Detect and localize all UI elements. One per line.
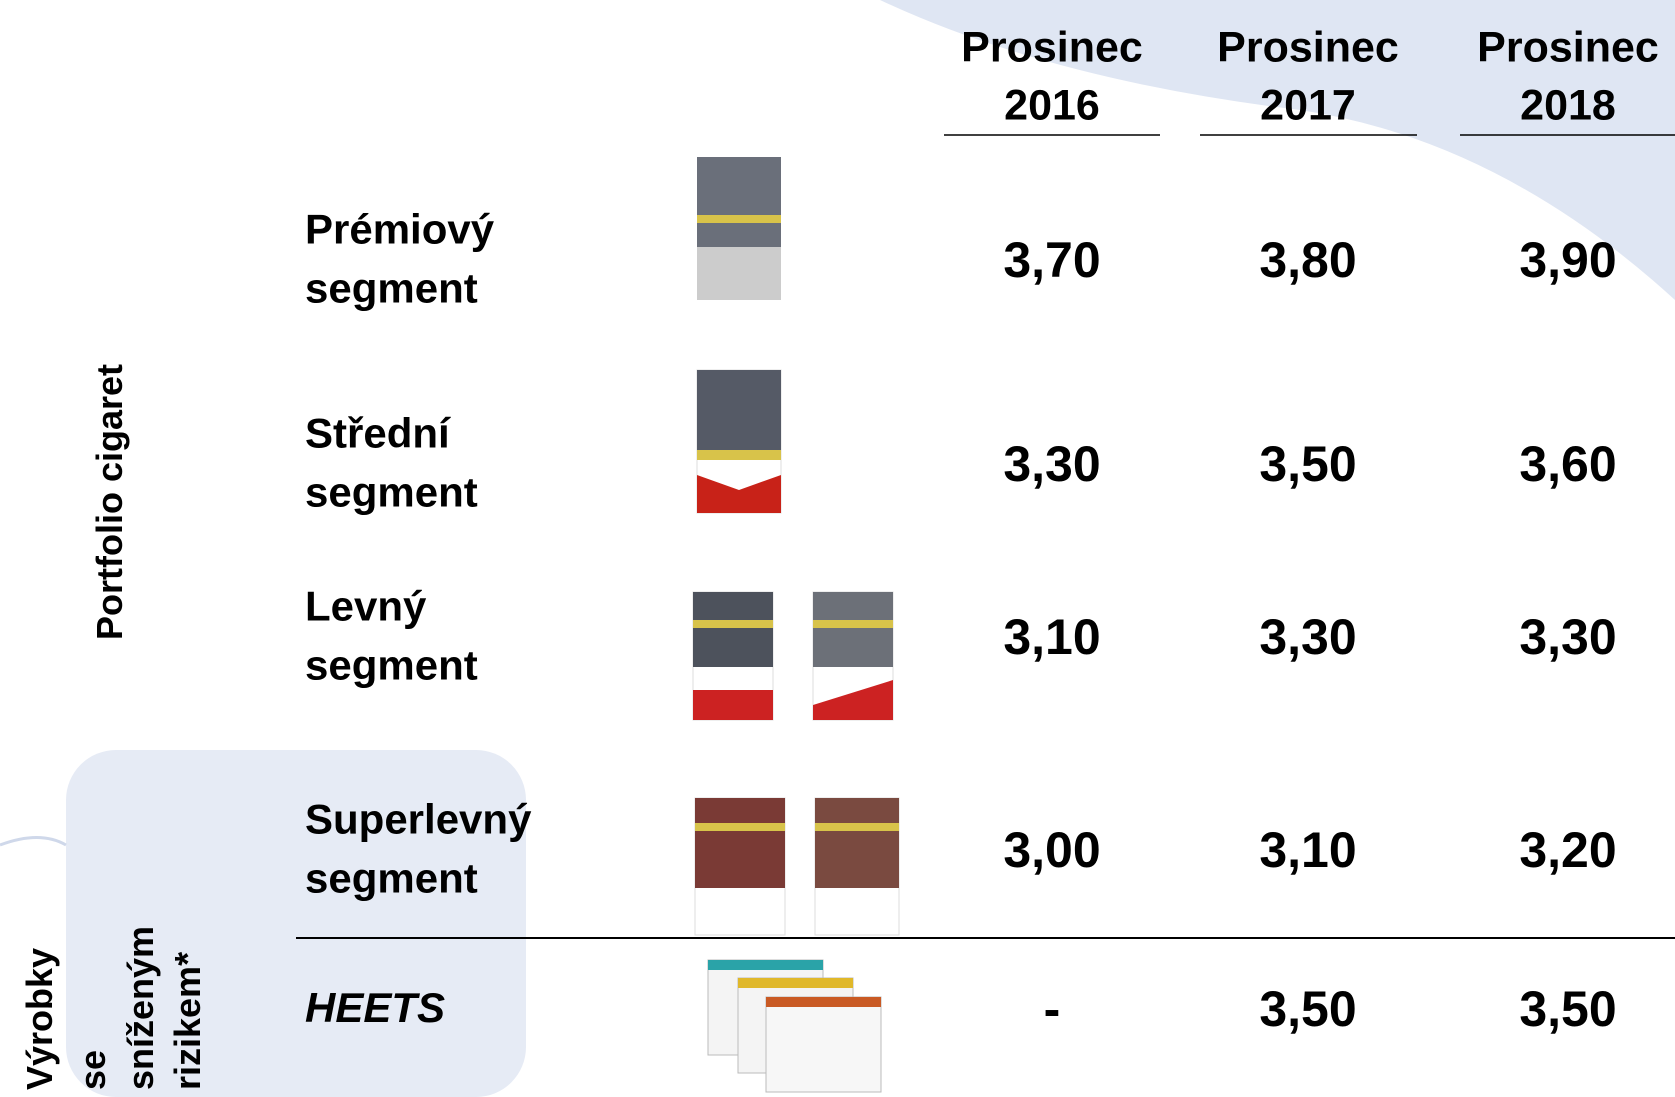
row-label: segment — [305, 469, 478, 516]
cell-value: 3,50 — [1259, 981, 1356, 1037]
row-label: segment — [305, 642, 478, 689]
column-header: 2018 — [1520, 81, 1616, 129]
pack-images — [692, 157, 900, 1093]
row-label: segment — [305, 855, 478, 902]
cell-value: 3,60 — [1519, 436, 1616, 492]
row-label: Levný — [305, 583, 427, 630]
column-header: Prosinec — [1217, 23, 1399, 71]
cell-value: 3,50 — [1519, 981, 1616, 1037]
cell-value: 3,80 — [1259, 232, 1356, 288]
cell-value: - — [1044, 981, 1061, 1037]
column-header: 2017 — [1260, 81, 1356, 129]
bg-shape — [66, 750, 526, 1097]
column-header: Prosinec — [1477, 23, 1659, 71]
bg-arc — [0, 836, 67, 847]
column-header: Prosinec — [961, 23, 1143, 71]
cell-value: 3,30 — [1003, 436, 1100, 492]
cell-value: 3,10 — [1003, 609, 1100, 665]
side-label: sníženým — [120, 926, 161, 1090]
cell-value: 3,30 — [1259, 609, 1356, 665]
row-label: Superlevný — [305, 796, 532, 843]
column-header: 2016 — [1004, 81, 1100, 129]
cell-value: 3,30 — [1519, 609, 1616, 665]
side-label: rizikem* — [167, 952, 208, 1090]
row-label: Střední — [305, 410, 451, 457]
side-label: se — [72, 1050, 113, 1090]
row-label: Prémiový — [305, 206, 495, 253]
cell-value: 3,00 — [1003, 822, 1100, 878]
cell-value: 3,90 — [1519, 232, 1616, 288]
cell-value: 3,50 — [1259, 436, 1356, 492]
cell-value: 3,10 — [1259, 822, 1356, 878]
bg-shape — [880, 0, 1675, 300]
row-label: segment — [305, 265, 478, 312]
side-label: Výrobky — [19, 948, 60, 1090]
side-label: Portfolio cigaret — [89, 364, 130, 640]
cell-value: 3,70 — [1003, 232, 1100, 288]
row-label: HEETS — [305, 984, 445, 1031]
cell-value: 3,20 — [1519, 822, 1616, 878]
